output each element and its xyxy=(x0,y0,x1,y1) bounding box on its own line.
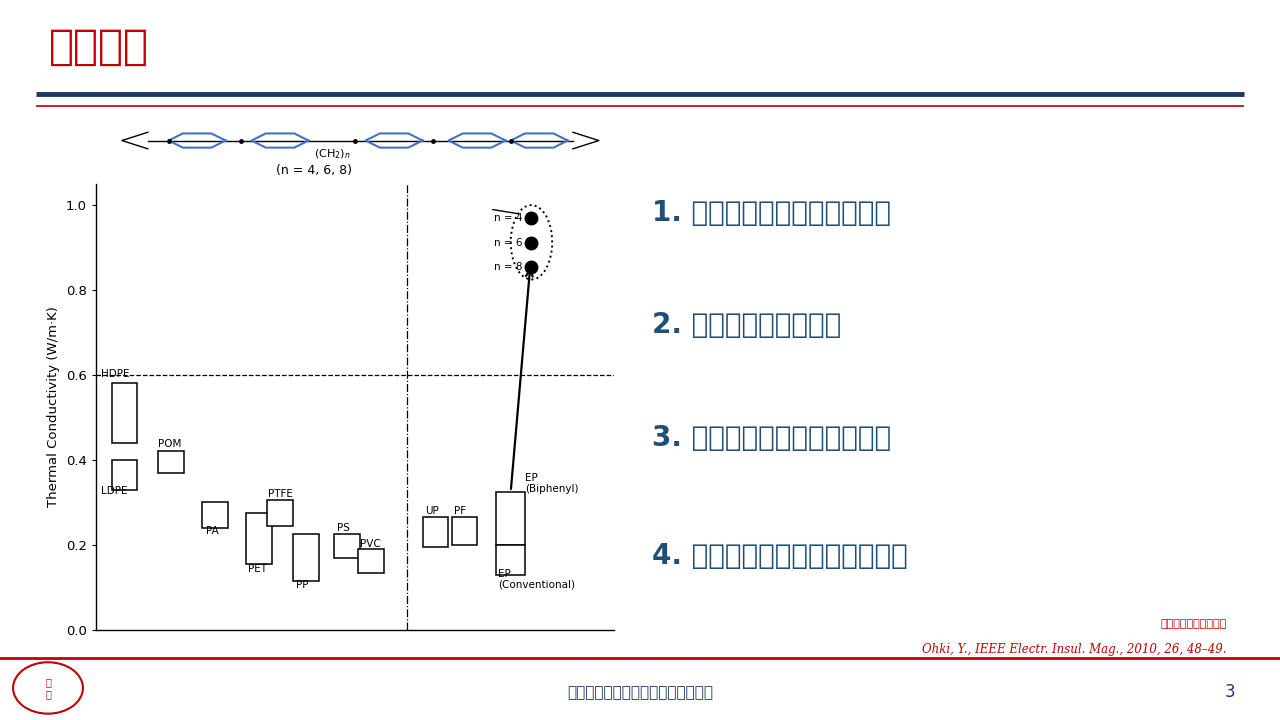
Bar xyxy=(497,492,525,545)
Bar xyxy=(358,549,384,572)
Text: 研究背景: 研究背景 xyxy=(49,26,148,68)
Text: EP
(Biphenyl): EP (Biphenyl) xyxy=(525,473,579,494)
Text: UP: UP xyxy=(425,506,439,516)
Text: 1. 聚合物被大量用作绝缘材料: 1. 聚合物被大量用作绝缘材料 xyxy=(653,199,891,227)
Text: Ohki, Y., IEEE Electr. Insul. Mag., 2010, 26, 48–49.: Ohki, Y., IEEE Electr. Insul. Mag., 2010… xyxy=(922,643,1226,656)
Text: HDPE: HDPE xyxy=(101,369,129,379)
Text: POM: POM xyxy=(159,439,182,449)
Bar xyxy=(111,460,137,490)
Bar xyxy=(497,545,525,575)
Text: LDPE: LDPE xyxy=(101,486,128,496)
Text: PET: PET xyxy=(248,564,268,574)
Bar xyxy=(334,534,361,558)
Bar xyxy=(268,500,293,526)
Bar xyxy=(159,451,184,473)
Text: 4. 复合是提高导热的最有效途径: 4. 复合是提高导热的最有效途径 xyxy=(653,541,909,570)
Bar xyxy=(111,384,137,443)
Y-axis label: Thermal Conductivity (W/m·K): Thermal Conductivity (W/m·K) xyxy=(47,307,60,507)
Text: 3. 聚合物的导热系数难以提高: 3. 聚合物的导热系数难以提高 xyxy=(653,424,892,452)
Text: PF: PF xyxy=(454,506,466,516)
Text: 上海市电气绝缘与热老化重点实验室: 上海市电气绝缘与热老化重点实验室 xyxy=(567,685,713,700)
Text: (n = 4, 6, 8): (n = 4, 6, 8) xyxy=(275,164,352,177)
Text: PVC: PVC xyxy=(361,539,381,549)
Text: PA: PA xyxy=(206,526,219,536)
Text: PS: PS xyxy=(337,523,349,533)
Text: (CH$_2$)$_n$: (CH$_2$)$_n$ xyxy=(314,148,351,161)
Text: n = 6: n = 6 xyxy=(494,238,522,248)
Bar xyxy=(246,513,273,564)
Text: PP: PP xyxy=(296,580,308,590)
Bar xyxy=(424,518,448,547)
Bar xyxy=(452,518,476,545)
Text: 3: 3 xyxy=(1225,683,1235,701)
Text: n = 4: n = 4 xyxy=(494,212,522,222)
Text: 交
大: 交 大 xyxy=(45,677,51,698)
Text: 2. 聚合物的导热系数低: 2. 聚合物的导热系数低 xyxy=(653,312,842,339)
Text: 《电工技术学报》发布: 《电工技术学报》发布 xyxy=(1160,618,1226,629)
Bar xyxy=(293,534,319,581)
Text: EP
(Conventional): EP (Conventional) xyxy=(498,569,575,590)
Bar xyxy=(202,503,228,528)
Text: PTFE: PTFE xyxy=(268,489,293,499)
Text: n = 8: n = 8 xyxy=(494,261,522,271)
